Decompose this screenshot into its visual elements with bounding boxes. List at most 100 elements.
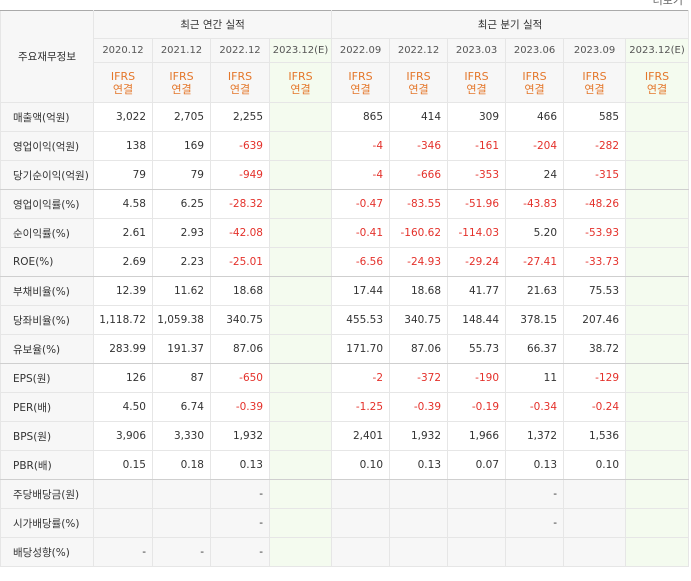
- cell: 207.46: [563, 305, 627, 335]
- standard-name: IFRS: [464, 69, 489, 83]
- cell: 11: [505, 363, 565, 393]
- cell: -: [93, 537, 153, 567]
- cell: -83.55: [389, 189, 449, 219]
- scope: 연결: [584, 82, 605, 96]
- period: 2022.09: [331, 38, 391, 63]
- scope: 연결: [229, 82, 251, 96]
- cell: [268, 479, 333, 509]
- group-header: 최근 분기 실적: [331, 10, 690, 39]
- data-row: 당좌비율(%) 1,118.72 1,059.38 340.75 455.53 340.7…: [0, 305, 690, 335]
- cell: 11.62: [152, 276, 211, 306]
- data-row: 영업이익률(%) 4.58 6.25 -28.32 -0.47 -83.55 -51.96-…: [0, 189, 690, 219]
- scope: 연결: [171, 82, 192, 96]
- label-header: 주요재무정보: [0, 10, 94, 103]
- cell: 169: [152, 131, 211, 161]
- cell: [389, 479, 449, 509]
- cell: 79: [93, 160, 153, 190]
- cell: 1,932: [389, 421, 449, 451]
- cell: [447, 479, 507, 509]
- standard-name: IFRS: [348, 69, 373, 83]
- cell: 191.37: [152, 334, 211, 364]
- cell: [625, 450, 690, 480]
- period: 2020.12: [93, 38, 153, 63]
- cell: 0.13: [389, 450, 449, 480]
- cell: 0.10: [563, 450, 627, 480]
- cell: [268, 537, 333, 567]
- table-body: 매출액(억원) 3,022 2,705 2,255 865 414 309 466 585 영업이…: [0, 102, 690, 567]
- cell: -: [210, 508, 270, 538]
- cell: -353: [447, 160, 507, 190]
- cell: -33.73: [563, 247, 627, 277]
- standard-name: IFRS: [644, 69, 670, 83]
- scope: 연결: [524, 82, 545, 96]
- cell: -114.03: [447, 218, 507, 248]
- cell: -949: [210, 160, 270, 190]
- cell: [625, 392, 690, 422]
- cell: -282: [563, 131, 627, 161]
- header-row: 2020.12 2021.12 2022.12 2023.12(E) 2022.09 20…: [1, 38, 690, 63]
- data-row: 유보율(%) 283.99 191.37 87.06 171.70 87.06 55.73 6…: [0, 334, 690, 364]
- cell: 2,255: [210, 102, 270, 132]
- cell: [625, 537, 690, 567]
- cell: 2.93: [152, 218, 211, 248]
- cell: 378.15: [505, 305, 565, 335]
- cell: 18.68: [210, 276, 270, 306]
- cell: [625, 334, 690, 364]
- cell: -24.93: [389, 247, 449, 277]
- cell: [625, 421, 690, 451]
- cell: [625, 479, 690, 509]
- row-label: BPS(원): [0, 421, 94, 451]
- cell: [505, 537, 565, 567]
- cell: 87.06: [389, 334, 449, 364]
- cell: [625, 276, 690, 306]
- cell: [625, 160, 690, 190]
- cell: 0.13: [210, 450, 270, 480]
- row-label: ROE(%): [0, 247, 94, 277]
- cell: [331, 537, 391, 567]
- cell: 1,372: [505, 421, 565, 451]
- cell: -346: [389, 131, 449, 161]
- standard-name: IFRS: [582, 69, 607, 83]
- cell: 17.44: [331, 276, 391, 306]
- group-header: 최근 연간 실적: [92, 10, 333, 39]
- period: 2023.09: [563, 38, 627, 63]
- cell: -315: [563, 160, 627, 190]
- data-row: 영업이익(억원) 138 169 -639 -4 -346 -161 -204 -282: [0, 131, 690, 161]
- cell: 38.72: [563, 334, 627, 364]
- cell: [268, 189, 333, 219]
- cell: 0.10: [331, 450, 391, 480]
- cell: [152, 479, 211, 509]
- cell: -: [210, 479, 270, 509]
- cell: -204: [505, 131, 565, 161]
- standard: IFRS 연결: [389, 62, 449, 103]
- cell: [625, 247, 690, 277]
- standard: IFRS 연결: [625, 62, 690, 103]
- cell: -4: [331, 160, 391, 190]
- scope: 연결: [646, 82, 668, 96]
- cell: 87.06: [210, 334, 270, 364]
- cell: [152, 508, 211, 538]
- more-link[interactable]: 더보기: [652, 0, 683, 7]
- cell: [268, 247, 333, 277]
- data-row: 당기순이익(억원) 79 79 -949 -4 -666 -353 24 -315: [0, 160, 690, 190]
- standard: IFRS 연결: [93, 62, 153, 103]
- cell: 414: [389, 102, 449, 132]
- cell: [268, 276, 333, 306]
- cell: 2.61: [93, 218, 153, 248]
- cell: -650: [210, 363, 270, 393]
- cell: 6.74: [152, 392, 211, 422]
- period: 2023.03: [447, 38, 507, 63]
- cell: -129: [563, 363, 627, 393]
- cell: -43.83: [505, 189, 565, 219]
- cell: [563, 479, 627, 509]
- data-row: 시가배당률(%) - -: [0, 508, 690, 538]
- cell: -: [505, 508, 565, 538]
- standard: IFRS 연결: [331, 62, 391, 103]
- data-row: PBR(배) 0.15 0.18 0.13 0.10 0.13 0.07 0.13 0.10: [0, 450, 690, 480]
- row-label: 주당배당금(원): [0, 479, 94, 509]
- cell: [268, 160, 333, 190]
- cell: -0.39: [210, 392, 270, 422]
- data-row: BPS(원) 3,906 3,330 1,932 2,401 1,932 1,966 1,37…: [0, 421, 690, 451]
- row-label: 매출액(억원): [0, 102, 94, 132]
- cell: 340.75: [389, 305, 449, 335]
